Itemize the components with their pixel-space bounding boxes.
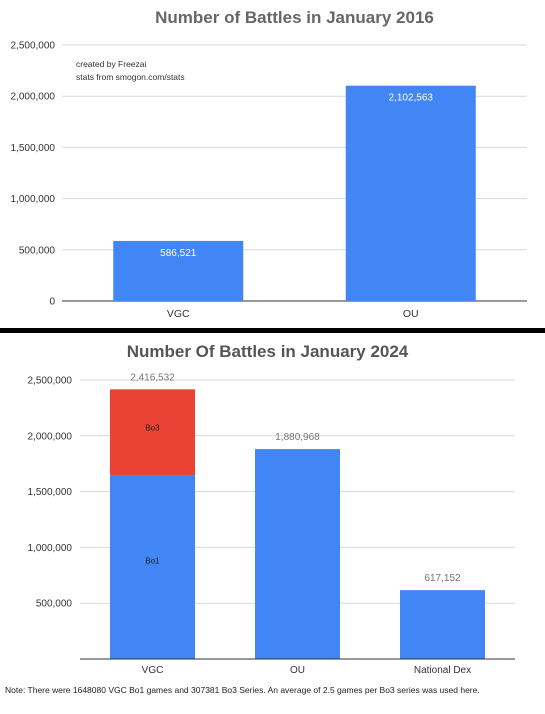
y-tick-label: 1,000,000 xyxy=(11,194,56,205)
bar xyxy=(345,85,476,302)
y-tick-label: 2,000,000 xyxy=(28,431,73,442)
data-label: 2,102,563 xyxy=(389,93,434,104)
chart-2024: Number Of Battles in January 2024 500,000… xyxy=(28,342,515,676)
data-label: 586,521 xyxy=(160,248,197,259)
chart-title: Number of Battles in January 2016 xyxy=(155,8,434,27)
x-tick-label: VGC xyxy=(142,665,164,676)
bar-segment-bo3 xyxy=(110,389,195,476)
y-tick-label: 2,500,000 xyxy=(28,376,73,387)
chart-title: Number Of Battles in January 2024 xyxy=(127,342,409,361)
y-tick-label: 2,000,000 xyxy=(11,92,56,103)
x-tick-label: VGC xyxy=(167,308,190,320)
y-tick-label: 500,000 xyxy=(36,599,73,610)
total-label: 1,880,968 xyxy=(275,432,320,443)
y-tick-label: 2,500,000 xyxy=(11,41,56,52)
chart-2016: Number of Battles in January 2016 0 500,00… xyxy=(11,8,527,320)
y-tick-label: 500,000 xyxy=(19,245,56,256)
footnote: Note: There were 1648080 VGC Bo1 games a… xyxy=(5,685,480,695)
y-tick-label: 1,500,000 xyxy=(11,143,56,154)
x-tick-label: OU xyxy=(290,665,305,676)
bar-segment-bo1 xyxy=(110,475,195,659)
x-tick-label: National Dex xyxy=(414,665,471,676)
bar xyxy=(113,240,244,301)
total-label: 617,152 xyxy=(424,573,461,584)
bar-segment-bo1 xyxy=(255,449,340,659)
y-tick-label: 1,500,000 xyxy=(28,487,73,498)
annotation-line: stats from smogon.com/stats xyxy=(76,72,185,82)
y-tick-label: 1,000,000 xyxy=(28,543,73,554)
annotation-line: created by Freezai xyxy=(76,59,147,69)
bar-segment-bo1 xyxy=(400,590,485,659)
segment-label: Bo3 xyxy=(145,423,160,432)
x-tick-label: OU xyxy=(403,308,419,320)
segment-label: Bo1 xyxy=(145,556,160,565)
y-tick-label: 0 xyxy=(49,297,55,308)
chart-separator xyxy=(0,328,545,333)
total-label: 2,416,532 xyxy=(130,372,175,383)
